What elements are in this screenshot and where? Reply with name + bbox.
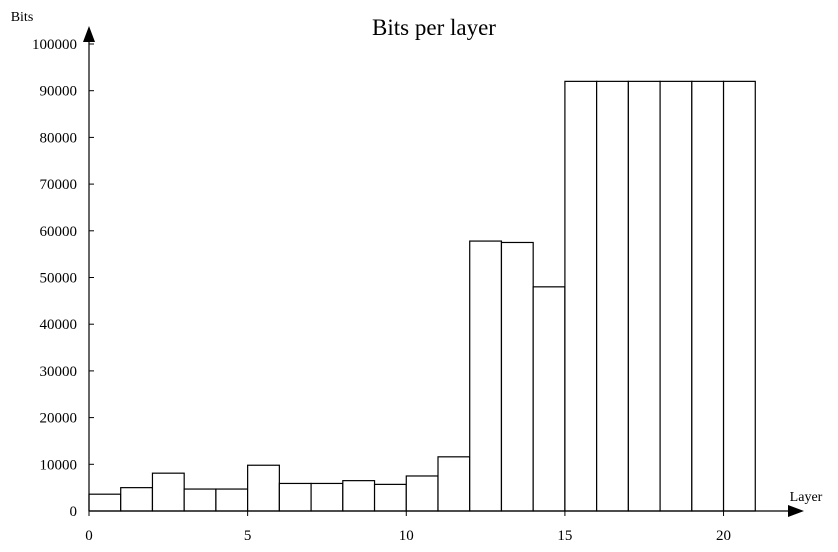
y-tick-label: 0	[70, 504, 78, 520]
bar-layer-3	[183, 488, 217, 512]
bar-layer-8	[342, 480, 376, 512]
y-tick-label: 10000	[40, 457, 78, 473]
y-tick-label: 50000	[40, 271, 78, 287]
y-tick-label: 20000	[40, 411, 78, 427]
bar-layer-14	[532, 286, 566, 512]
bar-layer-0	[88, 493, 122, 512]
bar-layer-13	[500, 241, 534, 512]
y-tick-label: 100000	[32, 37, 77, 53]
bar-layer-16	[596, 80, 629, 512]
bar-layer-9	[373, 483, 407, 512]
x-tick-label: 10	[399, 528, 414, 544]
bars	[88, 80, 756, 512]
y-tick-label: 70000	[40, 177, 78, 193]
bar-layer-7	[310, 482, 344, 512]
y-ticks: 0 10000 20000 30000 40000 50000 60000 70000 8000…	[32, 37, 94, 520]
bar-layer-20	[722, 80, 756, 512]
bar-layer-19	[691, 80, 725, 512]
bar-layer-1	[120, 487, 154, 512]
y-tick-label: 90000	[40, 84, 78, 100]
bar-layer-5	[247, 464, 280, 512]
x-axis-arrow-icon	[788, 505, 804, 517]
x-axis-title: Layer	[790, 490, 823, 505]
bar-layer-4	[215, 488, 249, 512]
bar-layer-17	[627, 80, 661, 512]
bar-layer-10	[405, 475, 439, 512]
x-tick-label: 15	[557, 528, 572, 544]
bar-layer-15	[564, 80, 598, 512]
bar-layer-2	[151, 472, 185, 512]
bar-layer-12	[469, 240, 503, 512]
x-tick-label: 20	[716, 528, 731, 544]
y-tick-label: 30000	[40, 364, 78, 380]
y-tick-label: 60000	[40, 224, 78, 240]
y-axis-arrow-icon	[83, 26, 95, 42]
y-tick-label: 40000	[40, 317, 78, 333]
x-tick-label: 0	[85, 528, 93, 544]
bar-layer-18	[659, 80, 693, 512]
bar-layer-6	[278, 482, 312, 512]
x-ticks: 0 5 10 15 20	[85, 511, 731, 544]
y-tick-label: 80000	[40, 130, 78, 146]
x-tick-label: 5	[244, 528, 252, 544]
chart-title: Bits per layer	[372, 15, 496, 40]
y-axis-title: Bits	[11, 10, 34, 25]
bar-layer-11	[437, 456, 471, 512]
